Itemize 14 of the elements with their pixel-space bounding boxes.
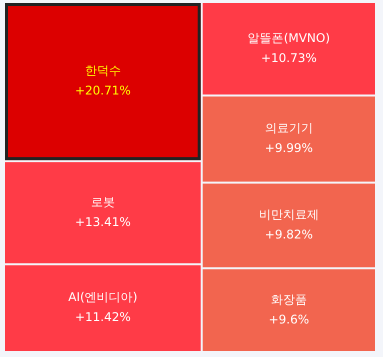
category-label: AI(엔비디아) [68, 290, 138, 304]
category-label: 한덕수 [84, 64, 121, 78]
category-label: 의료기기 [264, 121, 313, 136]
data-label: +9.6% [268, 312, 310, 326]
data-label: +11.42% [74, 310, 131, 324]
category-label: 비만치료제 [258, 208, 319, 222]
category-label: 화장품 [270, 292, 307, 306]
data-label: +10.73% [260, 50, 317, 65]
data-label: +9.99% [264, 141, 313, 156]
category-label: 알뜰폰(MVNO) [248, 30, 330, 45]
data-label: +13.41% [74, 214, 131, 229]
category-label: 로봇 [90, 194, 115, 209]
data-label: +20.71% [74, 84, 131, 98]
data-label: +9.82% [264, 228, 313, 242]
